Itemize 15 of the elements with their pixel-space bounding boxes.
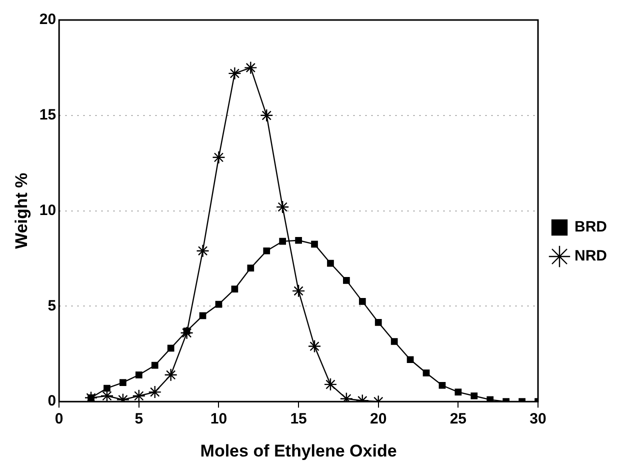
y-tick-label: 15	[39, 106, 56, 124]
y-tick-label: 0	[48, 392, 56, 410]
y-tick-label: 20	[39, 11, 56, 28]
y-tick-label: 5	[48, 297, 56, 314]
x-tick-label: 25	[450, 410, 467, 428]
x-tick-label: 10	[210, 410, 228, 428]
y-tick-label: 10	[39, 202, 56, 219]
legend-label: BRD	[574, 218, 608, 236]
y-axis-title: Weight %	[12, 172, 31, 249]
x-tick-label: 20	[370, 410, 387, 428]
x-tick-label: 5	[134, 410, 144, 428]
legend-label: NRD	[574, 248, 608, 265]
x-tick-label: 30	[530, 410, 546, 428]
x-tick-label: 15	[290, 410, 307, 428]
x-axis-title: Moles of Ethylene Oxide	[200, 441, 397, 460]
